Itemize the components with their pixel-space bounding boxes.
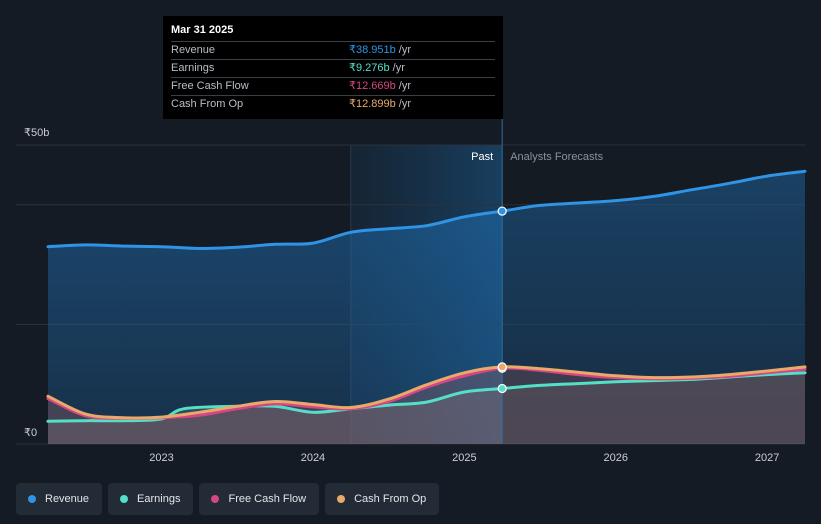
marker-earnings — [497, 383, 507, 394]
legend-dot-icon — [211, 495, 220, 503]
line-revenue — [46, 169, 807, 251]
area-cash-from-op — [48, 366, 805, 444]
forecast-label: Analysts Forecasts — [510, 151, 603, 163]
x-tick-label: 2027 — [755, 452, 779, 464]
area-earnings — [48, 372, 805, 444]
tooltip-row-earnings: Earnings ₹9.276b /yr — [171, 59, 495, 77]
tooltip: Mar 31 2025 Revenue ₹38.951b /yr Earning… — [163, 16, 503, 119]
tooltip-label: Earnings — [171, 62, 215, 74]
tooltip-row-free-cash-flow: Free Cash Flow ₹12.669b /yr — [171, 77, 495, 95]
legend-label: Earnings — [137, 493, 181, 505]
marker-revenue — [497, 206, 507, 216]
x-tick-label: 2024 — [301, 452, 325, 464]
marker-cash-from-op — [497, 362, 507, 372]
legend: Revenue Earnings Free Cash Flow Cash Fro… — [16, 483, 440, 515]
y-axis-top-label: ₹50b — [24, 127, 49, 139]
legend-item-revenue[interactable]: Revenue — [16, 483, 103, 515]
tooltip-unit: /yr — [392, 62, 405, 74]
past-label: Past — [471, 151, 493, 163]
area-free-cash-flow — [48, 367, 805, 444]
tooltip-label: Cash From Op — [171, 98, 244, 110]
legend-dot-icon — [28, 495, 36, 503]
legend-dot-icon — [337, 495, 346, 503]
line-cash-from-op — [46, 365, 807, 420]
legend-label: Free Cash Flow — [228, 493, 307, 505]
x-tick-label: 2023 — [149, 452, 173, 464]
tooltip-unit: /yr — [398, 80, 411, 92]
legend-item-free-cash-flow[interactable]: Free Cash Flow — [199, 483, 320, 515]
legend-dot-icon — [120, 495, 129, 503]
tooltip-label: Free Cash Flow — [171, 80, 249, 92]
legend-label: Cash From Op — [354, 493, 427, 505]
legend-label: Revenue — [45, 493, 90, 505]
tooltip-value: ₹9.276b — [349, 62, 390, 74]
x-tick-label: 2026 — [604, 452, 628, 464]
tooltip-value: ₹38.951b — [349, 44, 396, 56]
x-tick-label: 2025 — [452, 452, 476, 464]
tooltip-value: ₹12.899b — [349, 98, 396, 110]
tooltip-value: ₹12.669b — [349, 80, 396, 92]
tooltip-unit: /yr — [398, 98, 411, 110]
legend-item-cash-from-op[interactable]: Cash From Op — [325, 483, 440, 515]
legend-item-earnings[interactable]: Earnings — [108, 483, 194, 515]
y-axis-bottom-label: ₹0 — [24, 427, 37, 439]
tooltip-row-cash-from-op: Cash From Op ₹12.899b /yr — [171, 95, 495, 113]
tooltip-label: Revenue — [171, 44, 216, 56]
tooltip-date: Mar 31 2025 — [171, 24, 234, 36]
forecast-shade — [502, 145, 805, 444]
tooltip-unit: /yr — [398, 44, 411, 56]
tooltip-row-revenue: Revenue ₹38.951b /yr — [171, 41, 495, 59]
